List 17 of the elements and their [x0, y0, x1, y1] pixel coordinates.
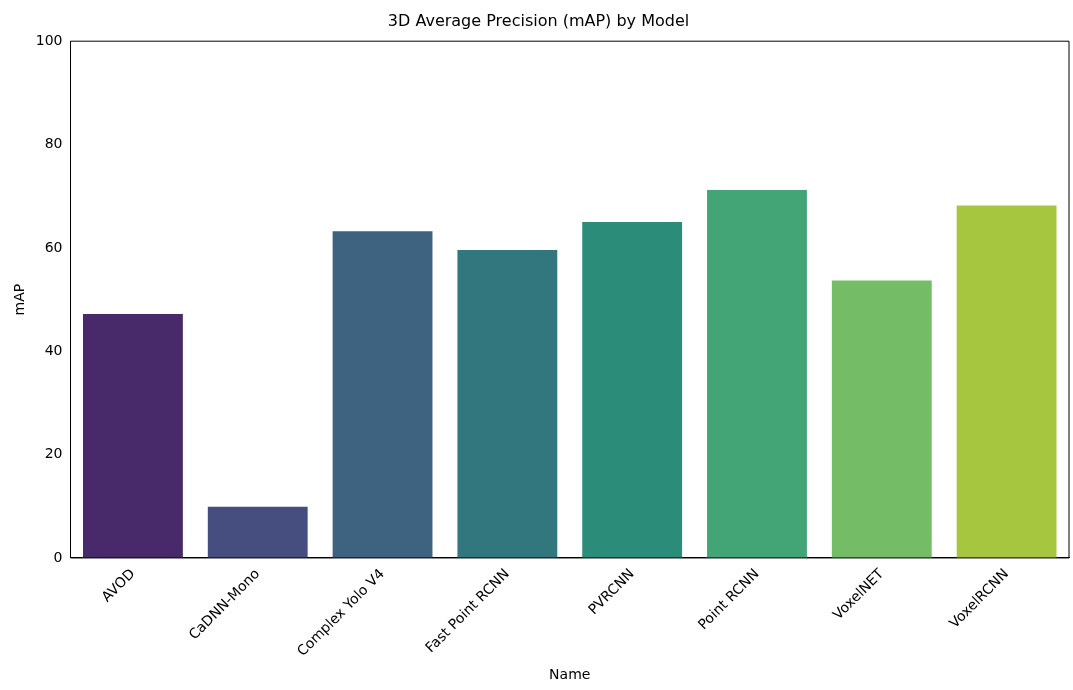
bar — [707, 190, 807, 558]
y-tick-label: 0 — [53, 548, 63, 565]
y-tick-label: 80 — [44, 135, 63, 152]
y-tick-label: 40 — [44, 341, 63, 358]
bar — [457, 249, 558, 558]
y-tick-label: 20 — [44, 445, 63, 462]
bar — [582, 222, 683, 558]
bar — [956, 205, 1057, 558]
bar — [83, 314, 183, 558]
bar — [332, 231, 433, 558]
y-tick-label: 100 — [35, 31, 63, 48]
bar — [207, 506, 308, 558]
bar — [831, 280, 932, 558]
chart-title: 3D Average Precision (mAP) by Model — [387, 10, 690, 30]
y-tick-label: 60 — [44, 238, 63, 255]
x-axis-title: Name — [549, 666, 591, 683]
y-axis-title: mAP — [11, 283, 28, 316]
